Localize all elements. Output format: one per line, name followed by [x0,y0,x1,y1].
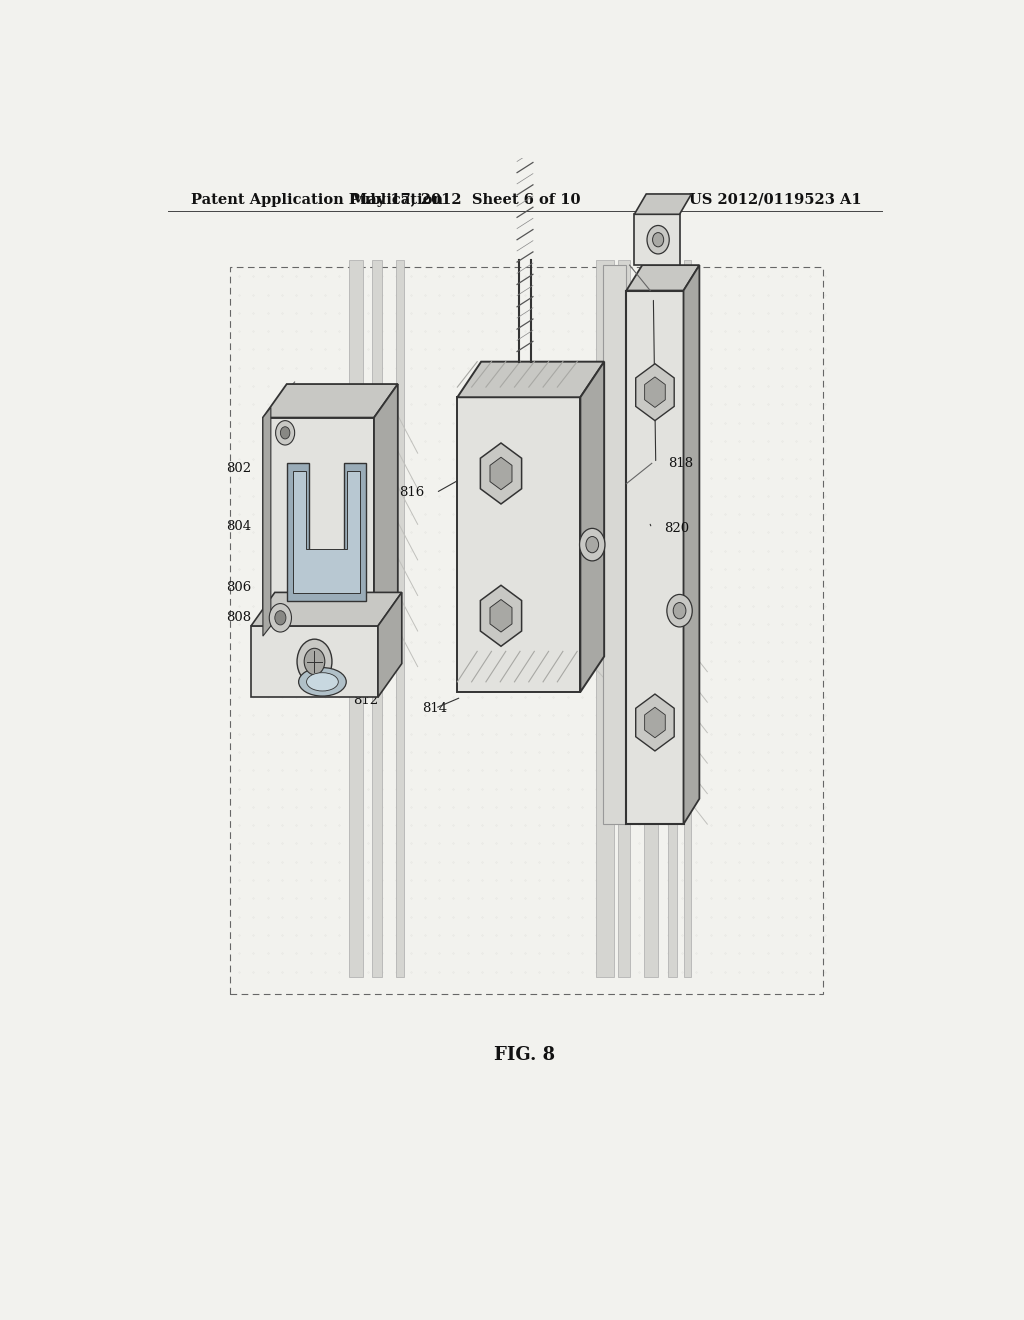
Polygon shape [490,457,512,490]
Text: 806: 806 [225,581,251,594]
Polygon shape [581,362,604,692]
Polygon shape [645,708,666,738]
Polygon shape [263,417,374,636]
Polygon shape [602,265,627,824]
Polygon shape [348,260,362,977]
Polygon shape [645,378,666,408]
Polygon shape [596,260,613,977]
Polygon shape [634,194,691,214]
Text: US 2012/0119523 A1: US 2012/0119523 A1 [689,193,862,206]
Circle shape [269,603,292,632]
Polygon shape [293,471,359,594]
Polygon shape [627,290,684,824]
Polygon shape [636,364,674,421]
Text: 808: 808 [226,611,251,624]
Polygon shape [634,214,680,265]
Polygon shape [251,593,401,626]
Polygon shape [374,384,397,636]
Text: 820: 820 [664,521,689,535]
Polygon shape [627,265,699,290]
Circle shape [652,232,664,247]
Polygon shape [458,362,604,397]
Text: 810: 810 [292,685,316,697]
Circle shape [275,421,295,445]
Polygon shape [618,260,631,977]
Polygon shape [684,260,691,977]
Polygon shape [668,260,677,977]
Polygon shape [263,408,270,636]
Circle shape [580,528,605,561]
Polygon shape [378,593,401,697]
Polygon shape [396,260,404,977]
Text: May 17, 2012  Sheet 6 of 10: May 17, 2012 Sheet 6 of 10 [350,193,580,206]
Text: 804: 804 [226,520,251,533]
Text: 812: 812 [353,693,379,706]
Circle shape [667,594,692,627]
Text: Patent Application Publication: Patent Application Publication [191,193,443,206]
Polygon shape [490,599,512,632]
Text: 822: 822 [370,587,395,599]
Polygon shape [636,694,674,751]
Polygon shape [480,585,521,647]
Polygon shape [263,384,397,417]
Text: FIG. 8: FIG. 8 [495,1045,555,1064]
Circle shape [647,226,670,253]
Ellipse shape [306,673,338,690]
Circle shape [304,648,325,675]
Text: 802: 802 [226,462,251,475]
Polygon shape [373,260,382,977]
Polygon shape [480,444,521,504]
Circle shape [586,536,599,553]
Polygon shape [251,626,378,697]
Circle shape [281,426,290,440]
Circle shape [297,639,332,684]
Text: 814: 814 [423,702,447,714]
Polygon shape [458,397,581,692]
Polygon shape [644,260,658,977]
Text: 816: 816 [398,486,424,499]
Text: 818: 818 [668,457,693,470]
Circle shape [274,611,286,624]
Circle shape [673,602,686,619]
Polygon shape [287,463,367,601]
Ellipse shape [299,668,346,696]
Polygon shape [684,265,699,824]
Bar [229,267,823,994]
